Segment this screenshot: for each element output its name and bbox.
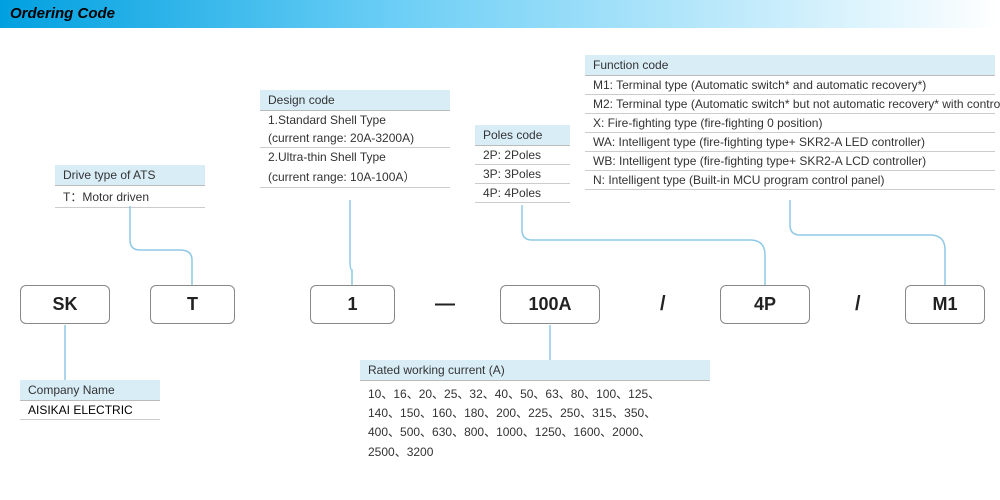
connectors <box>0 0 1000 500</box>
